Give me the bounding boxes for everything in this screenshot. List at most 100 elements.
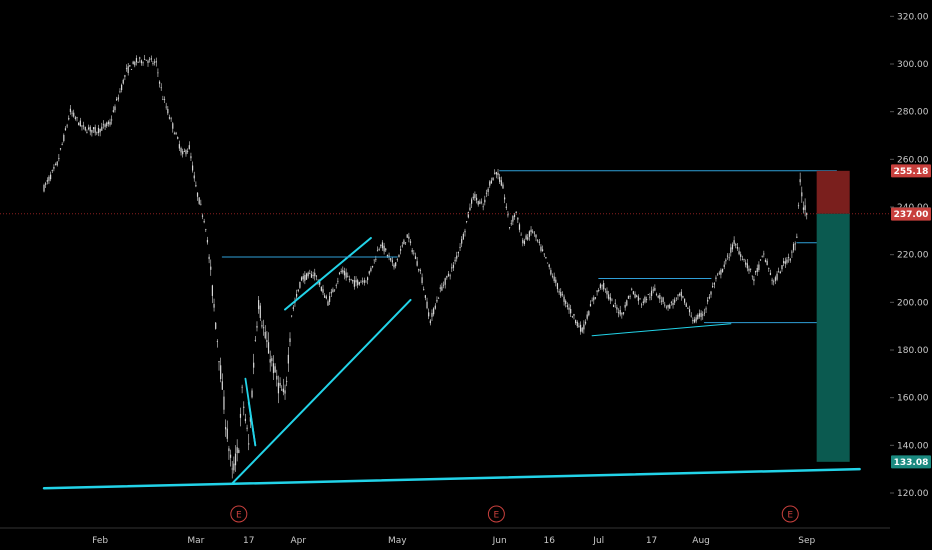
candle-body (725, 259, 727, 262)
candle-body (365, 281, 367, 283)
trendline[interactable] (231, 298, 412, 485)
candle-body (720, 269, 722, 275)
candle-body (117, 97, 119, 100)
candle-body (637, 296, 639, 301)
candle-body (804, 205, 806, 211)
candle-body (489, 181, 491, 186)
candle-body (551, 275, 554, 277)
candle-body (229, 454, 232, 458)
candle-body (258, 300, 260, 310)
candle-body (109, 121, 111, 125)
candle-body (391, 260, 393, 263)
candle-body (421, 277, 423, 284)
candle-body (395, 262, 397, 267)
candle-body (475, 197, 478, 201)
take-profit-zone[interactable] (816, 213, 850, 462)
candle-body (773, 281, 775, 283)
candle-body (802, 207, 805, 210)
candle-body (761, 255, 763, 257)
time-tick-label: Apr (290, 536, 306, 546)
price-label-text: 133.08 (894, 458, 929, 468)
candle-body (636, 295, 638, 297)
candle-body (548, 264, 550, 267)
candle-body (508, 227, 511, 228)
trendline[interactable] (42, 467, 861, 490)
earnings-marker-circle[interactable] (487, 505, 505, 523)
candle-body (436, 299, 438, 302)
price-tick-label: 280.00 (897, 108, 929, 118)
candle-body (718, 272, 720, 274)
price-tick-label: 180.00 (897, 346, 929, 356)
candle-body (543, 253, 545, 255)
candle-body (233, 463, 235, 471)
candle-body (107, 121, 109, 125)
earnings-marker-circle[interactable] (781, 505, 799, 523)
candle-body (652, 289, 654, 291)
price-tick-label: 300.00 (897, 60, 929, 70)
candle-body (177, 137, 179, 139)
candle-body (68, 117, 70, 120)
trendline[interactable] (247, 401, 257, 447)
candle-body (122, 79, 124, 84)
trendline[interactable] (591, 323, 732, 337)
candle-body (400, 249, 402, 251)
candle-body (355, 280, 357, 283)
candle-body (371, 265, 374, 268)
earnings-marker-circle[interactable] (230, 505, 248, 523)
candle-body (515, 211, 517, 214)
candle-body (750, 268, 752, 270)
short-position-tool[interactable] (816, 170, 850, 462)
candle-body (99, 128, 101, 133)
candle-body (784, 261, 786, 264)
candle-body (81, 125, 83, 127)
candle-body (467, 212, 469, 218)
candle-body (621, 313, 623, 315)
candle-body (444, 278, 446, 285)
candle-body (494, 172, 496, 174)
candle-body (296, 293, 298, 297)
candle-body (416, 261, 418, 266)
candle-body (434, 305, 436, 309)
earnings-marker-label: E (787, 511, 793, 521)
stop-loss-zone[interactable] (816, 170, 850, 214)
candle-body (261, 325, 263, 327)
candle-body (619, 310, 621, 315)
candle-body (170, 118, 172, 120)
candle-body (626, 300, 628, 306)
candle-body (97, 127, 100, 134)
candle-body (404, 242, 407, 244)
candle-body (353, 280, 355, 287)
trendline[interactable] (284, 236, 372, 311)
candle-body (111, 119, 113, 121)
candle-body (142, 62, 144, 64)
candle-body (576, 321, 578, 327)
candle-body (540, 246, 542, 251)
candle-body (69, 108, 72, 112)
price-tick-label: 260.00 (897, 155, 929, 165)
candle-body (707, 299, 709, 302)
candle-body (627, 296, 630, 299)
time-tick-label: Aug (692, 536, 710, 546)
candle-body (352, 279, 354, 282)
drawing-layer[interactable] (0, 170, 890, 490)
candle-body (102, 124, 105, 126)
time-tick-label: 17 (646, 536, 657, 546)
candle-body (292, 307, 294, 309)
candle-body (642, 301, 644, 303)
candle-body (593, 297, 595, 301)
candle-body (243, 406, 245, 408)
time-tick-label: Sep (798, 536, 815, 546)
candle-body (272, 363, 275, 374)
candle-body (517, 217, 519, 220)
candle-body (319, 280, 321, 285)
candle-body (277, 382, 280, 394)
candle-body (256, 325, 258, 328)
candle-body (568, 307, 570, 310)
price-tick-label: 160.00 (897, 394, 929, 404)
candle-body (173, 133, 176, 135)
candle-body (124, 75, 126, 77)
candle-body (581, 327, 583, 332)
